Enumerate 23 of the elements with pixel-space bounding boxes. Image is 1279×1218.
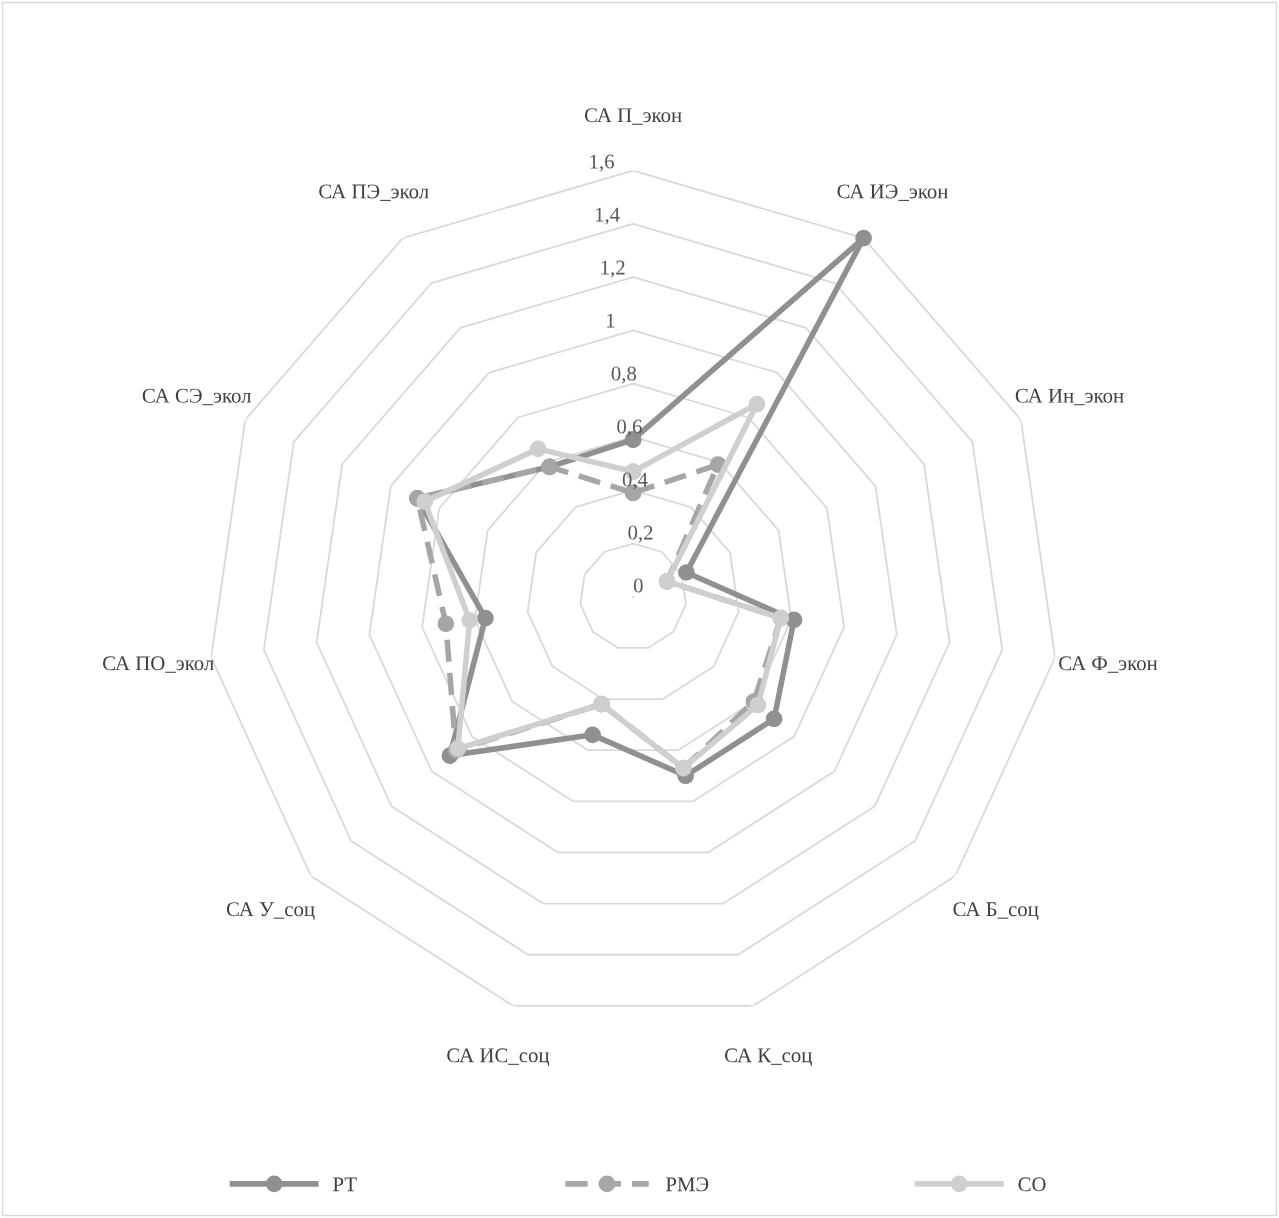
spoke-label: СА ПО_экол [103,656,214,673]
spoke-label: СА У_соц [226,902,315,921]
y-tick-label: 1,2 [601,260,625,278]
spoke-label: СА К_соц [725,1048,812,1067]
y-tick-label: 0,6 [617,419,642,437]
y-tick-label: 0,4 [622,472,648,490]
spoke-label: СА ПЭ_экол [319,184,429,201]
spoke-label: СА ИЭ_экон [837,184,948,201]
legend-label: РМЭ [665,1177,709,1192]
spoke-label: СА П_экон [584,108,682,125]
legend-label: СО [1018,1177,1046,1192]
spoke-label: СА Ф_экон [1059,656,1158,673]
spoke-label: СА Ин_экон [1015,388,1124,406]
legend-label: РТ [333,1177,357,1192]
y-tick-label: 0 [633,578,643,593]
y-tick-label: 0,2 [628,525,653,543]
y-tick-label: 0,8 [611,366,637,384]
y-tick-label: 1,4 [595,207,620,225]
y-tick-label: 1 [607,313,615,328]
spoke-label: СА Б_соц [953,902,1039,921]
spoke-label: СА СЭ_экол [142,388,252,406]
spoke-label: СА ИС_соц [447,1048,550,1067]
y-tick-label: 1,6 [590,154,614,172]
